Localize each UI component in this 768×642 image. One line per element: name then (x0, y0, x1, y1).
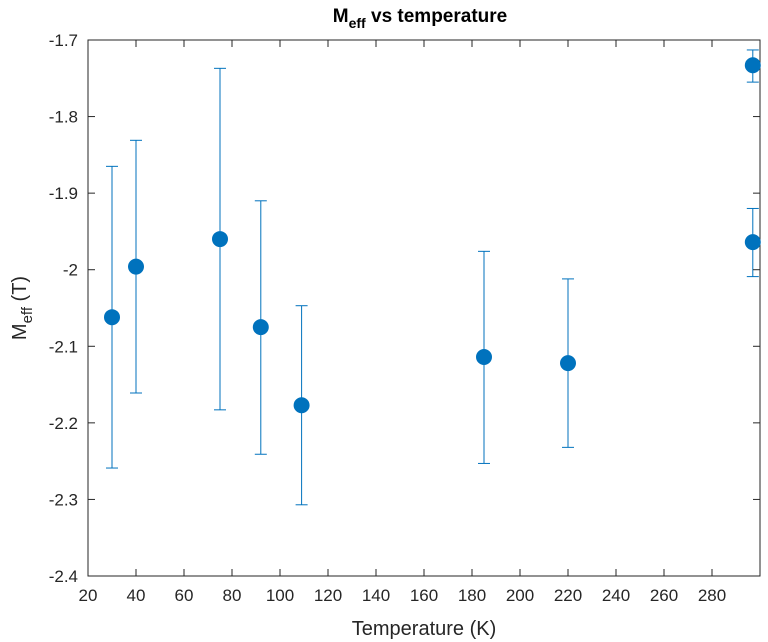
plot-area: 20 40 60 80 100 120 140 160 180 200 220 240 260 280 -… (49, 31, 761, 605)
x-tick-label: 160 (410, 586, 438, 605)
data-point (744, 57, 761, 74)
data-points (104, 57, 761, 414)
x-tick-label: 20 (79, 586, 98, 605)
y-tick-label: -1.9 (49, 184, 78, 203)
x-tick-label: 260 (650, 586, 678, 605)
x-tick-label: 220 (554, 586, 582, 605)
x-tick-label: 200 (506, 586, 534, 605)
y-tick-label: -1.8 (49, 108, 78, 127)
y-tick-label: -2.4 (49, 567, 78, 586)
x-axis: 20 40 60 80 100 120 140 160 180 200 220 240 260 280 (79, 40, 726, 605)
y-axis: -2.4 -2.3 -2.2 -2.1 -2 -1.9 -1.8 -1.7 (49, 31, 760, 586)
data-point (252, 319, 269, 336)
y-tick-label: -2.3 (49, 490, 78, 509)
y-tick-label: -2 (63, 261, 78, 280)
x-tick-label: 60 (175, 586, 194, 605)
x-axis-label: Temperature (K) (352, 618, 497, 640)
y-tick-label: -2.1 (49, 337, 78, 356)
y-tick-label: -2.2 (49, 414, 78, 433)
chart-title: Meff vs temperature (333, 6, 507, 31)
x-tick-label: 140 (362, 586, 390, 605)
x-tick-label: 120 (314, 586, 342, 605)
x-tick-label: 80 (223, 586, 242, 605)
x-tick-label: 180 (458, 586, 486, 605)
plot-frame (87, 39, 761, 577)
x-tick-label: 280 (698, 586, 726, 605)
y-axis-label: Meff (T) (9, 276, 36, 340)
data-point (212, 231, 228, 248)
data-point (128, 258, 144, 275)
x-tick-label: 40 (127, 586, 146, 605)
data-point (744, 234, 761, 251)
data-point (104, 309, 120, 326)
x-tick-label: 240 (602, 586, 630, 605)
data-point (476, 349, 492, 366)
data-point (293, 397, 310, 414)
y-tick-label: -1.7 (49, 31, 78, 50)
data-point (560, 355, 576, 372)
x-tick-label: 100 (266, 586, 294, 605)
